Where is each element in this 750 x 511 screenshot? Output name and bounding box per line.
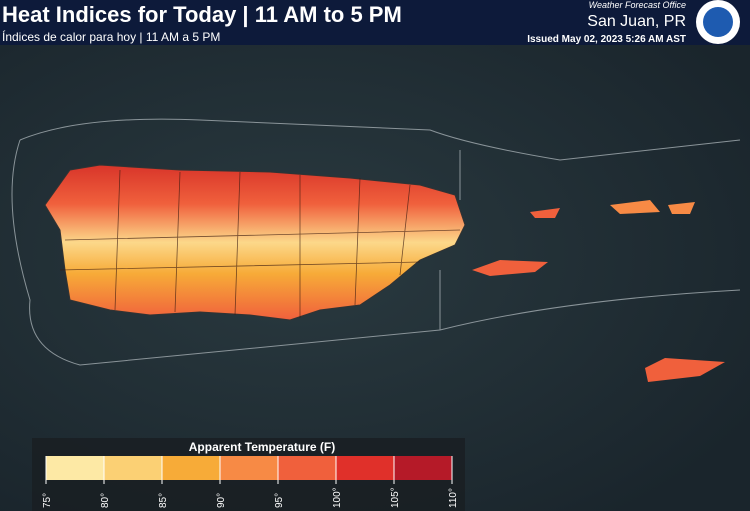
legend-swatch	[394, 456, 452, 480]
legend-tick-label: 75°	[42, 493, 53, 508]
legend-swatch	[278, 456, 336, 480]
virgin-islands	[610, 200, 695, 214]
legend-swatch	[220, 456, 278, 480]
legend-tick-label: 85°	[158, 493, 169, 508]
vieques	[472, 260, 548, 276]
header-bar	[0, 0, 750, 45]
subtitle: Índices de calor para hoy | 11 AM a 5 PM	[2, 29, 220, 44]
culebra	[530, 208, 560, 218]
puerto-rico	[44, 164, 466, 321]
st-croix	[645, 358, 725, 382]
municipio-lines	[59, 169, 461, 318]
title: Heat Indices for Today | 11 AM to 5 PM	[2, 2, 402, 27]
legend-swatch	[104, 456, 162, 480]
legend-title: Apparent Temperature (F)	[189, 440, 335, 454]
legend-tick-label: 110°	[448, 488, 459, 508]
office: Weather Forecast Office	[589, 0, 686, 10]
nws-logo-inner	[703, 7, 733, 37]
legend: 75° 80° 85° 90° 95° 100° 105° 110°	[42, 456, 459, 508]
legend-tick-label: 90°	[216, 493, 227, 508]
issued: Issued May 02, 2023 5:26 AM AST	[527, 34, 686, 45]
legend-tick-label: 80°	[100, 493, 111, 508]
legend-tick-label: 105°	[390, 487, 401, 508]
legend-swatch	[336, 456, 394, 480]
legend-tick-label: 100°	[332, 487, 343, 508]
location: San Juan, PR	[587, 13, 686, 30]
legend-swatch	[162, 456, 220, 480]
legend-swatch	[46, 456, 104, 480]
boundary-lines	[11, 118, 741, 366]
legend-tick-label: 95°	[274, 493, 285, 508]
